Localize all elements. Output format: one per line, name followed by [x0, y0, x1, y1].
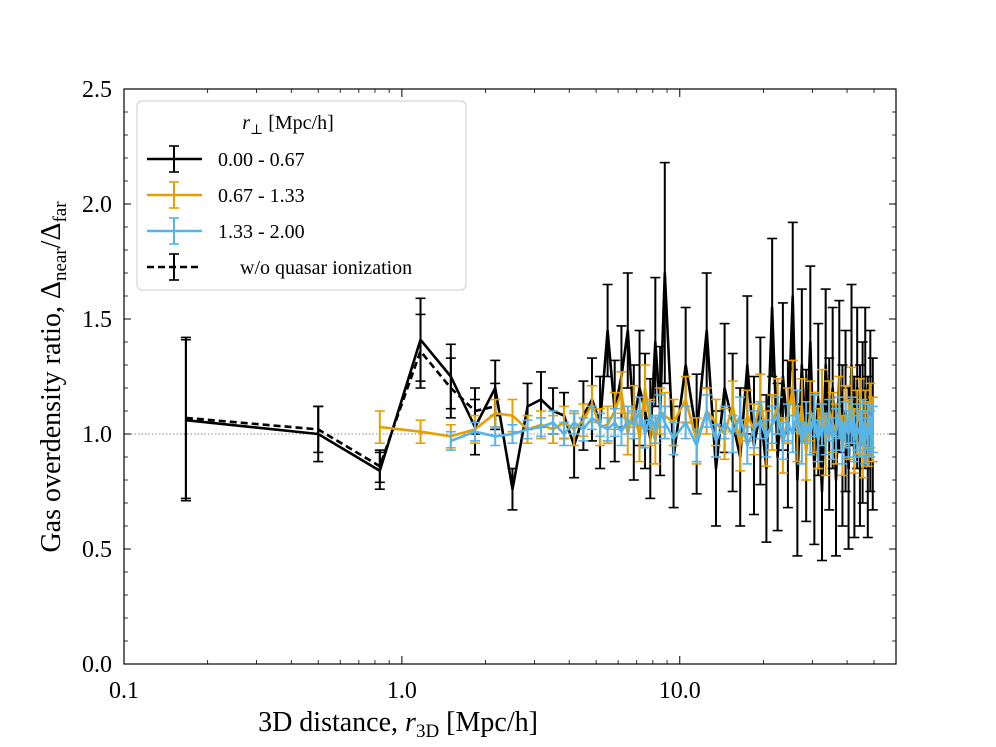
- y-tick-label: 0.5: [82, 537, 112, 563]
- legend-label: 1.33 - 2.00: [218, 221, 305, 243]
- plot-frame: [123, 88, 897, 665]
- legend-entry: w/o quasar ionization: [147, 253, 412, 281]
- series-2: [445, 389, 878, 465]
- series-3: [180, 313, 501, 500]
- plot-area: [124, 161, 896, 562]
- legend-title: r⊥ [Mpc/h]: [242, 112, 334, 138]
- legend-label: 0.67 - 1.33: [218, 185, 305, 207]
- x-tick-label: 0.1: [109, 678, 139, 704]
- axes: 0.0 0.5 1.0 1.5 2.0 2.5 0.1 1.0 10.0: [82, 77, 897, 704]
- legend-label: w/o quasar ionization: [240, 257, 412, 279]
- series-line: [185, 349, 496, 468]
- y-tick-label: 2.5: [82, 77, 112, 103]
- y-tick-label: 2.0: [82, 192, 112, 218]
- legend-entries: 0.00 - 0.67 0.67 - 1.33 1.33 - 2.00 w/o qua…: [147, 145, 412, 281]
- y-axis-title: Gas overdensity ratio, Δnear/Δfar: [36, 201, 71, 553]
- legend-entry: 0.00 - 0.67: [147, 145, 305, 173]
- legend-entry: 1.33 - 2.00: [147, 217, 305, 245]
- y-tick-label: 1.5: [82, 307, 112, 333]
- y-tick-label: 0.0: [82, 652, 112, 678]
- x-axis-title: 3D distance, r3D [Mpc/h]: [258, 707, 538, 742]
- x-tick-label: 10.0: [659, 678, 701, 704]
- legend: r⊥ [Mpc/h] 0.00 - 0.67 0.67 - 1.33 1.33 - …: [136, 100, 467, 291]
- legend-label: 0.00 - 0.67: [218, 149, 305, 171]
- legend-entry: 0.67 - 1.33: [147, 181, 305, 209]
- y-tick-label: 1.0: [82, 422, 112, 448]
- x-tick-label: 1.0: [387, 678, 417, 704]
- series-line: [450, 409, 874, 447]
- legend-frame: [136, 100, 467, 291]
- series-line: [185, 271, 875, 493]
